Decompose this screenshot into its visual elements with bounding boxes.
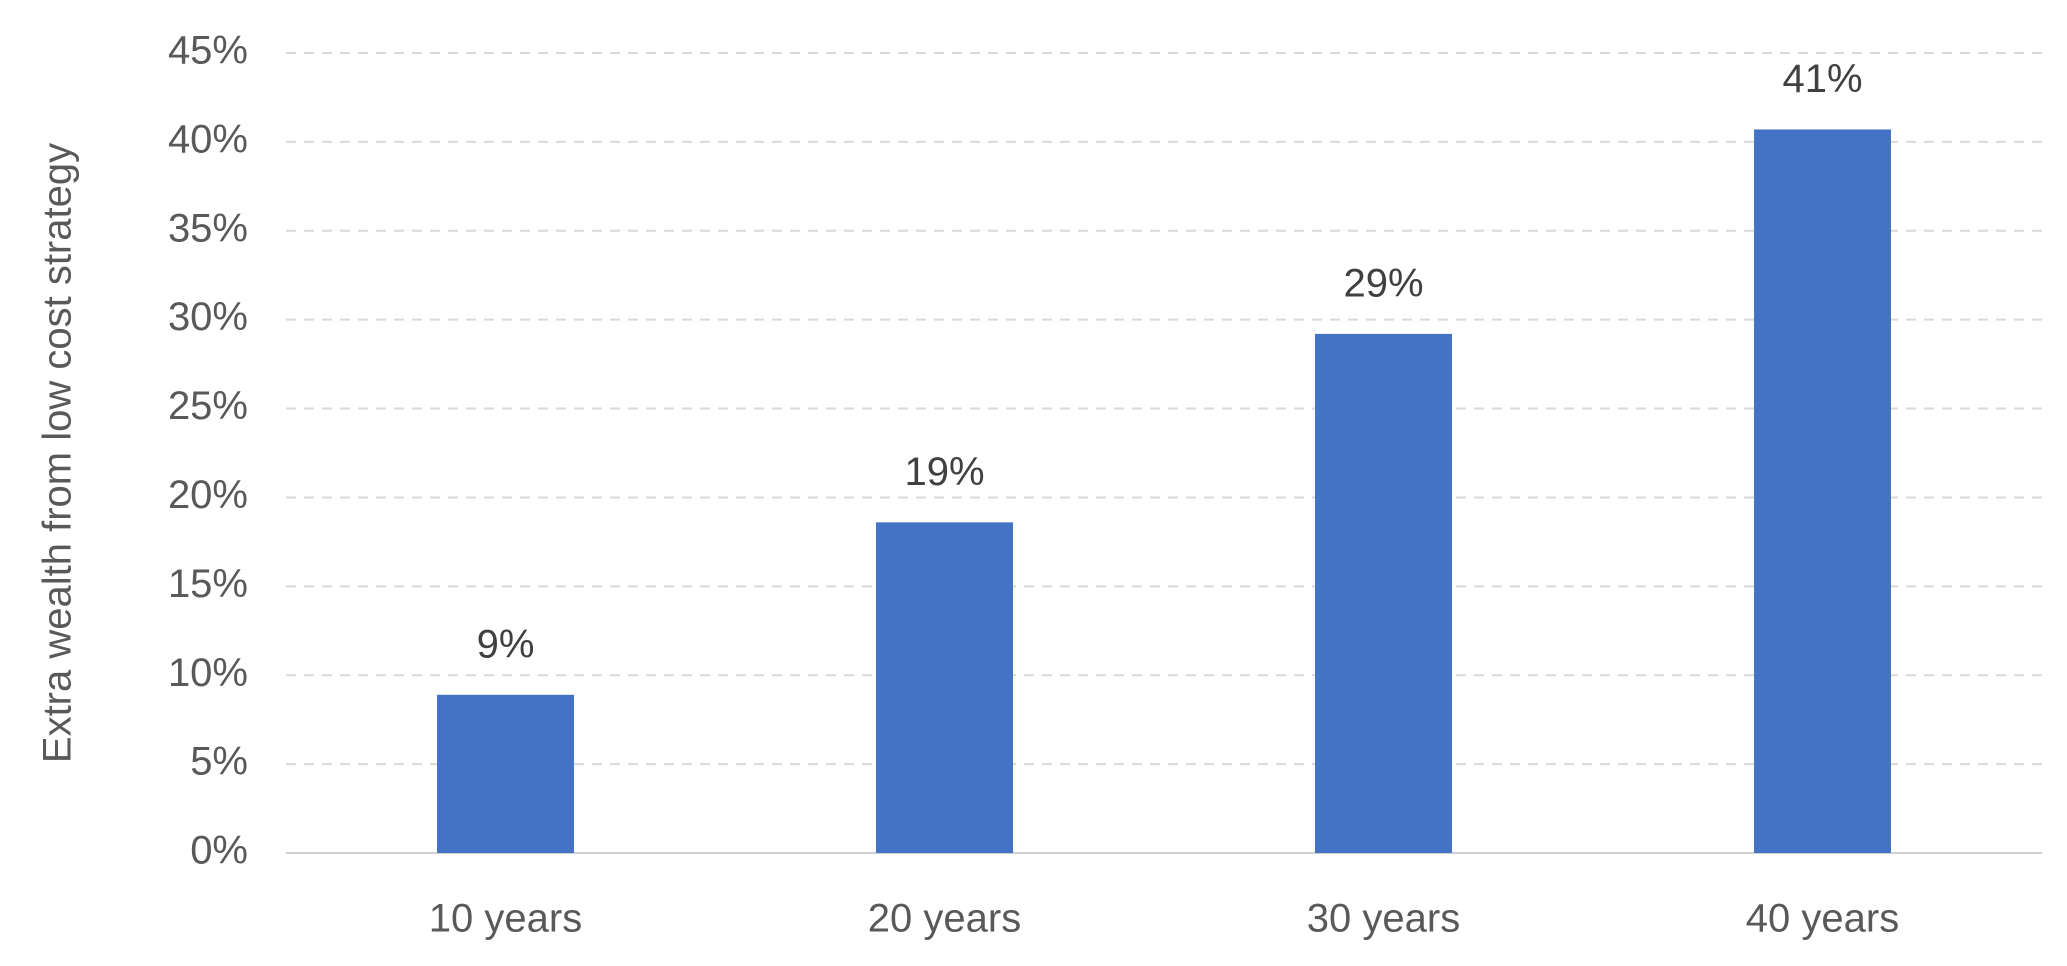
y-tick-label: 30% — [168, 295, 248, 339]
x-tick-label: 40 years — [1746, 897, 1899, 941]
bar — [876, 522, 1013, 853]
y-tick-label: 0% — [190, 829, 248, 873]
y-tick-label: 40% — [168, 117, 248, 161]
x-tick-label: 10 years — [429, 897, 582, 941]
bar — [1315, 333, 1452, 853]
data-label: 9% — [477, 622, 535, 666]
x-tick-label: 30 years — [1307, 897, 1460, 941]
y-axis-title: Extra wealth from low cost strategy — [36, 143, 80, 763]
data-label: 41% — [1782, 57, 1862, 101]
bar — [1754, 129, 1891, 853]
y-tick-label: 20% — [168, 473, 248, 517]
y-tick-label: 35% — [168, 206, 248, 250]
data-label: 29% — [1343, 261, 1423, 305]
y-tick-label: 5% — [190, 740, 248, 784]
x-tick-label: 20 years — [868, 897, 1021, 941]
y-tick-label: 45% — [168, 29, 248, 73]
bar — [437, 694, 574, 853]
y-tick-label: 15% — [168, 562, 248, 606]
data-label: 19% — [904, 450, 984, 494]
y-tick-label: 25% — [168, 384, 248, 428]
y-tick-label: 10% — [168, 651, 248, 695]
